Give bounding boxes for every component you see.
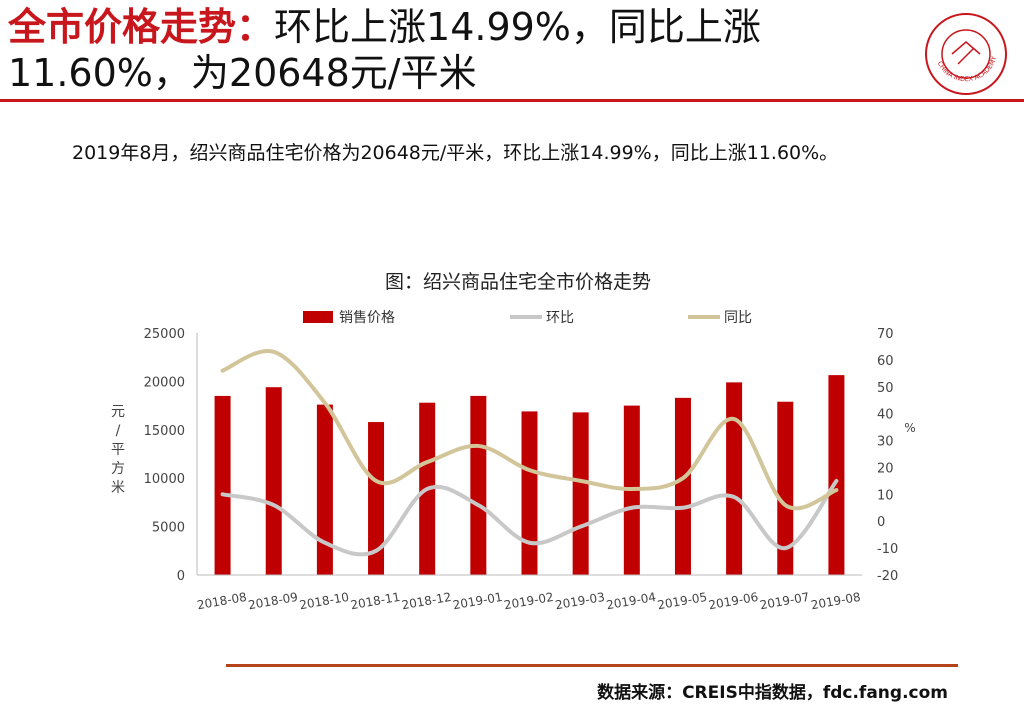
bar-series [214,375,845,575]
chart-legend: 销售价格 环比 同比 [303,310,752,326]
x-tick-label: 2019-08 [810,590,862,612]
title-divider [0,99,1024,102]
y-axis-left-label-char: 米 [111,480,125,496]
line-同比 [220,348,839,511]
line-series [220,348,839,557]
bar-2019-02 [521,411,538,575]
bar-2018-09 [265,387,282,575]
y-tick-label-right: 0 [877,515,885,530]
y-axis-left-label-char: 平 [111,442,125,458]
summary-text: 2019年8月，绍兴商品住宅价格为20648元/平米，环比上涨14.99%，同比… [72,142,839,164]
page-title: 全市价格走势：环比上涨14.99%，同比上涨 11.60%，为20648元/平米 [8,4,908,96]
china-index-academy-logo: CHINA INDEX ACADEMY [925,13,1007,95]
bar-2019-07 [777,401,794,575]
y-tick-label-left: 25000 [144,327,185,342]
y-axis-left-label-char: / [116,423,121,439]
title-line-2: 11.60%，为20648元/平米 [8,51,477,95]
title-line-1: 全市价格走势：环比上涨14.99%，同比上涨 [8,4,908,50]
line-环比 [220,478,839,557]
y-tick-label-right: 60 [877,354,894,369]
legend-swatch-bar [303,311,333,323]
x-tick-label: 2019-03 [554,590,606,612]
x-tick-label: 2018-12 [401,590,453,612]
bar-2018-08 [214,395,231,575]
bar-2019-08 [828,375,845,575]
x-tick-label: 2019-06 [708,590,760,612]
y-axis-left: 0 5000 10000 15000 20000 25000 [144,327,198,584]
bottom-divider [226,664,958,667]
x-tick-label: 2019-01 [452,590,504,612]
x-tick-label: 2019-05 [656,590,708,612]
y-tick-label-left: 15000 [144,424,185,439]
x-tick-label: 2018-09 [247,590,299,612]
legend-label: 同比 [724,310,752,326]
y-tick-label-left: 10000 [144,472,185,487]
y-axis-right-label: % [904,421,915,435]
x-tick-label: 2018-11 [349,590,401,612]
y-tick-label-right: -10 [877,542,898,557]
bar-2019-05 [674,397,691,575]
x-tick-label: 2018-10 [298,590,350,612]
y-tick-label-left: 5000 [152,521,185,536]
y-tick-label-right: 70 [877,327,894,342]
y-tick-label-right: 40 [877,408,894,423]
legend-label: 销售价格 [339,310,395,326]
y-axis-right: -20 -10 0 10 20 30 40 50 60 70 [877,327,898,584]
y-tick-label-right: -20 [877,569,898,584]
y-tick-label-right: 30 [877,435,894,450]
title-accent: 全市价格走势： [8,5,275,49]
data-source: 数据来源：CREIS中指数据，fdc.fang.com [597,683,948,703]
chart-title: 图：绍兴商品住宅全市价格走势 [385,271,651,293]
x-tick-label: 2019-04 [605,590,657,612]
y-tick-label-right: 10 [877,488,894,503]
y-tick-label-right: 50 [877,381,894,396]
y-tick-label-right: 20 [877,461,894,476]
x-tick-label: 2019-02 [503,590,555,612]
bar-2018-10 [316,404,333,575]
y-axis-left-label: 元 / 平方米 [111,404,125,496]
y-tick-label-left: 0 [177,569,185,584]
x-tick-label: 2019-07 [759,590,811,612]
bar-2019-01 [470,395,487,575]
legend-label: 环比 [546,310,574,326]
y-axis-left-label-char: 方 [111,461,125,477]
bar-2019-06 [726,382,743,575]
x-tick-label: 2018-08 [196,590,248,612]
x-axis: 2018-08 2018-09 2018-10 2018-11 2018-12 2019-… [196,574,862,612]
bar-2018-11 [368,422,385,575]
y-axis-left-label-char: 元 [111,404,125,420]
title-rest: 环比上涨14.99%，同比上涨 [274,5,761,49]
y-tick-label-left: 20000 [144,375,185,390]
bar-2019-03 [572,412,589,575]
